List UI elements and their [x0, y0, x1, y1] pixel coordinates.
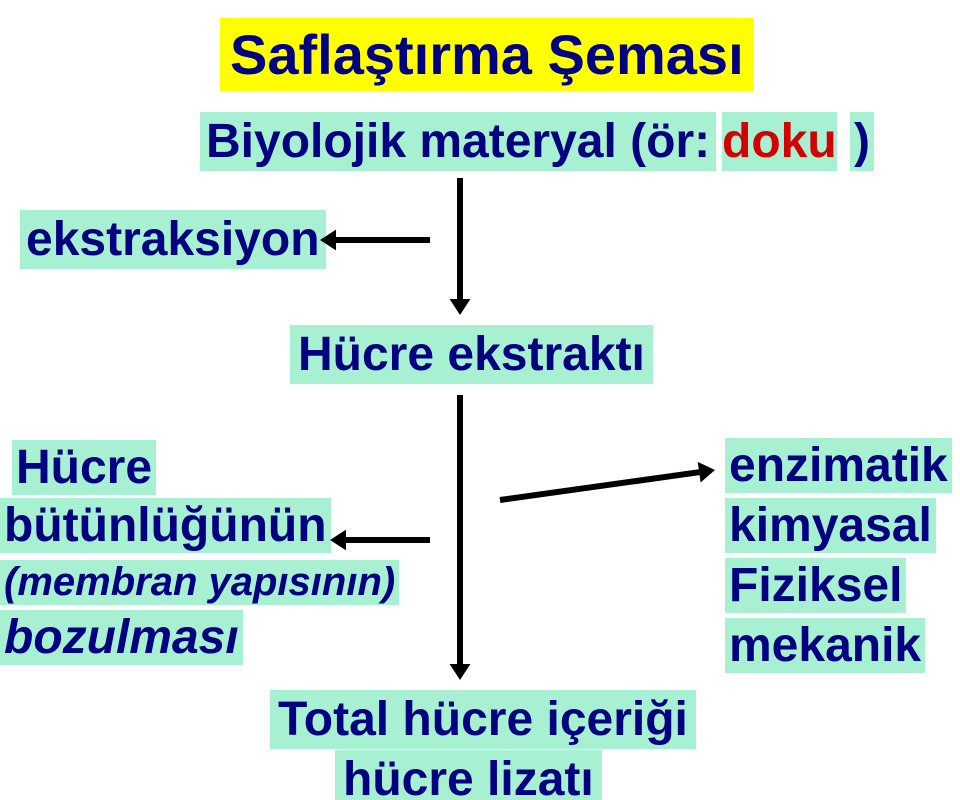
arrow-head-0 [450, 299, 471, 315]
left-line-4-text: bozulması [4, 611, 239, 664]
extraction-text: ekstraksiyon [26, 213, 320, 266]
arrow-line-4 [500, 472, 699, 500]
arrow-head-4 [698, 462, 715, 483]
biomaterial-accent: doku [722, 112, 837, 171]
left-line-3: (membran yapısının) [0, 560, 399, 605]
right-line-3: Fiziksel [725, 558, 906, 613]
left-line-2: bütünlüğünün [0, 498, 331, 553]
right-line-1-text: enzimatik [729, 439, 948, 492]
right-line-2-text: kimyasal [729, 499, 932, 552]
right-line-4: mekanik [725, 618, 925, 673]
cell-extract-node: Hücre ekstraktı [290, 325, 653, 384]
right-line-2: kimyasal [725, 498, 936, 553]
total-content-node: Total hücre içeriği [270, 690, 696, 749]
left-line-1-text: Hücre [16, 441, 152, 494]
right-line-4-text: mekanik [729, 619, 921, 672]
left-line-3-text: (membran yapısının) [4, 560, 395, 604]
left-line-4: bozulması [0, 610, 243, 665]
biomaterial-accent-text: doku [722, 115, 837, 168]
diagram-stage: Saflaştırma Şeması Biyolojik materyal (ö… [0, 0, 960, 800]
biomaterial-pre-text: Biyolojik materyal (ör: [206, 115, 710, 168]
right-line-3-text: Fiziksel [729, 559, 902, 612]
title-text: Saflaştırma Şeması [230, 23, 744, 86]
title-box: Saflaştırma Şeması [220, 18, 754, 91]
biomaterial-pre: Biyolojik materyal (ör: [200, 112, 716, 171]
arrow-head-2 [450, 664, 471, 680]
right-line-1: enzimatik [725, 438, 952, 493]
lysate-text: hücre lizatı [343, 753, 594, 800]
biomaterial-post-text: ) [854, 115, 870, 168]
lysate-node: hücre lizatı [335, 750, 602, 800]
biomaterial-post: ) [850, 112, 874, 171]
extraction-label: ekstraksiyon [20, 210, 326, 269]
left-line-2-text: bütünlüğünün [4, 499, 327, 552]
total-content-text: Total hücre içeriği [278, 693, 688, 746]
left-line-1: Hücre [12, 440, 156, 495]
cell-extract-text: Hücre ekstraktı [298, 328, 645, 381]
arrow-head-3 [330, 530, 346, 551]
